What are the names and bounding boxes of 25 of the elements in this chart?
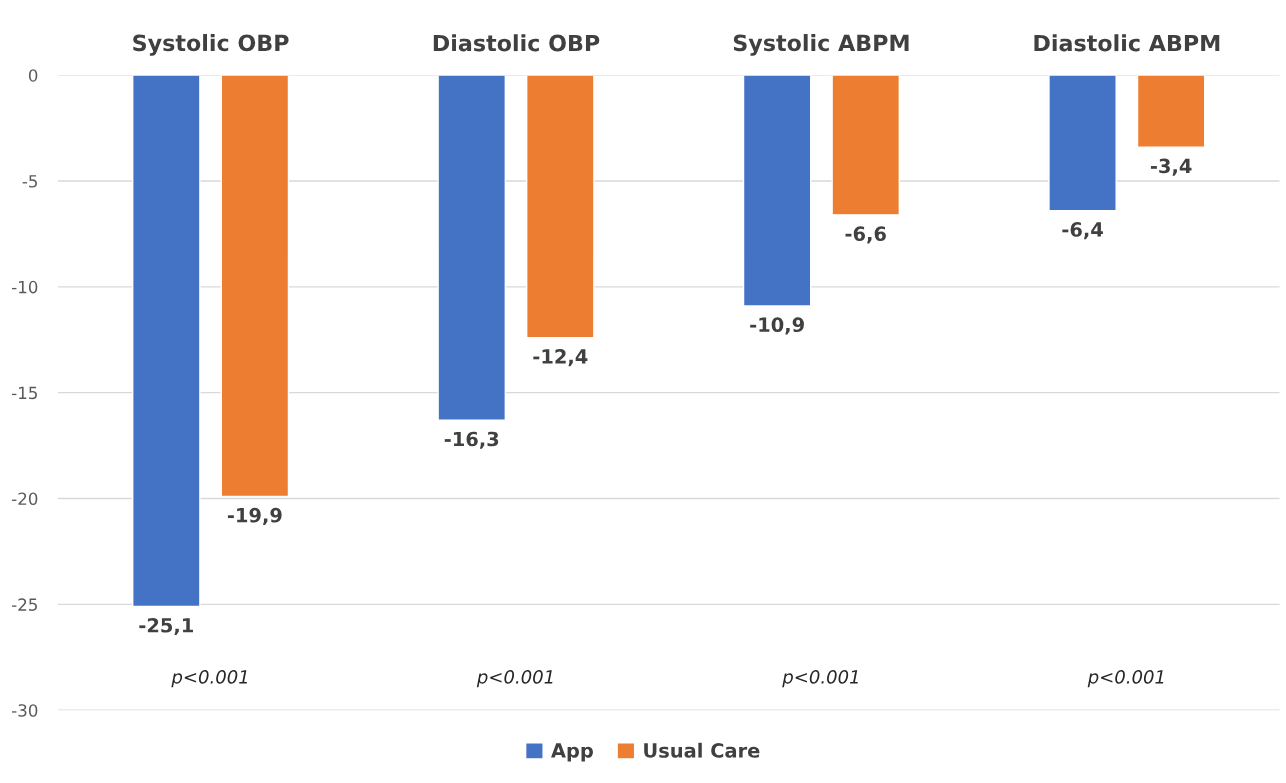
data-label: -10,9 [750,317,804,335]
data-label: -3,4 [1150,158,1192,176]
x-tick-label: Diastolic ABPM [1034,34,1220,52]
x-tick-label: Systolic ABPM [733,34,909,56]
data-label: -16,3 [444,431,499,449]
y-tick-label: -15 [12,386,37,400]
y-tick-label: -10 [12,280,38,294]
legend-label: App [551,743,593,762]
y-tick-label: -25 [12,598,37,611]
y-tick-label: 0 [28,69,38,82]
data-label: -6,4 [1062,222,1103,240]
data-label: -25,1 [139,617,193,636]
x-tick-label: Systolic OBP [133,34,289,56]
y-tick-label: -5 [22,175,37,188]
annotation: p<0.001 [171,670,247,688]
annotation: p<0.001 [782,670,858,688]
y-tick-label: -30 [12,704,38,717]
data-label: -19,9 [227,507,282,526]
annotation: p<0.001 [1087,670,1164,688]
annotation: p<0.001 [476,670,553,688]
data-label: -12,4 [533,349,588,367]
legend-label: Usual Care [644,742,760,758]
x-tick-label: Diastolic OBP [433,34,600,52]
y-tick-label: -20 [12,492,38,506]
data-label: -6,6 [845,226,886,244]
